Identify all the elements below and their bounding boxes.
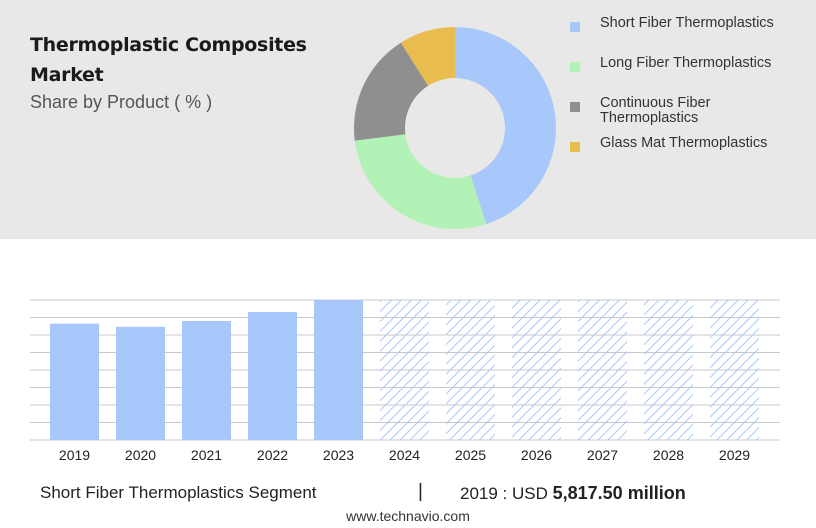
legend-label-glass-mat: Glass Mat Thermoplastics [600, 135, 768, 151]
bar-2023 [314, 300, 363, 440]
legend-swatch-short-fiber [570, 22, 580, 32]
bar-2019 [50, 323, 99, 440]
legend: Short Fiber Thermoplastics Long Fiber Th… [570, 16, 810, 176]
forecast-bar-2026 [512, 300, 561, 440]
legend-swatch-glass-mat [570, 142, 580, 152]
forecast-bar-2025 [446, 300, 495, 440]
segment-year-label: 2019 : USD [460, 484, 548, 503]
bar-2020 [116, 326, 165, 440]
x-tick-label: 2022 [257, 447, 288, 463]
chart-subtitle: Share by Product ( % ) [30, 92, 213, 112]
chart-title: Thermoplastic Composites Market [30, 30, 330, 90]
legend-item-glass-mat: Glass Mat Thermoplastics [570, 136, 810, 176]
x-tick-label: 2024 [389, 447, 420, 463]
chart-title-line-2: Market [30, 64, 104, 86]
donut-slice-continuous-fiber [354, 42, 429, 141]
legend-item-continuous-fiber: Continuous Fiber Thermoplastics [570, 96, 810, 136]
legend-swatch-continuous-fiber [570, 102, 580, 112]
chart-title-line-1: Thermoplastic Composites [30, 34, 307, 56]
legend-item-long-fiber: Long Fiber Thermoplastics [570, 56, 810, 96]
forecast-bar-2029 [710, 300, 759, 440]
x-tick-label: 2029 [719, 447, 750, 463]
segment-label: Short Fiber Thermoplastics Segment [40, 483, 317, 502]
forecast-bar-2024 [380, 300, 429, 440]
x-tick-label: 2019 [59, 447, 90, 463]
legend-label-short-fiber: Short Fiber Thermoplastics [600, 15, 774, 31]
legend-item-short-fiber: Short Fiber Thermoplastics [570, 16, 810, 56]
donut-slice-long-fiber [354, 134, 487, 229]
x-tick-label: 2027 [587, 447, 618, 463]
x-tick-label: 2021 [191, 447, 222, 463]
summary-separator: | [418, 481, 423, 502]
forecast-bar-2027 [578, 300, 627, 440]
legend-swatch-long-fiber [570, 62, 580, 72]
donut-slice-short-fiber [455, 27, 556, 225]
x-tick-label: 2025 [455, 447, 486, 463]
legend-label-long-fiber: Long Fiber Thermoplastics [600, 55, 772, 71]
x-tick-label: 2026 [521, 447, 552, 463]
bar-chart: 2019 2020 2021 2022 2023 2024 2025 2026 2027 2028… [30, 299, 780, 463]
x-tick-label: 2028 [653, 447, 684, 463]
legend-label-continuous-fiber: Continuous Fiber Thermoplastics [600, 95, 711, 126]
x-tick-label: 2020 [125, 447, 156, 463]
forecast-bar-2028 [644, 300, 693, 440]
donut-chart [354, 27, 556, 229]
x-tick-label: 2023 [323, 447, 354, 463]
bar-2021 [182, 321, 231, 440]
segment-value-amount: 5,817.50 million [552, 483, 686, 503]
source-link[interactable]: www.technavio.com [346, 508, 470, 524]
donut-slice-glass-mat [400, 27, 455, 86]
bar-2022 [248, 312, 297, 440]
segment-value: 2019 : USD 5,817.50 million [460, 483, 686, 504]
